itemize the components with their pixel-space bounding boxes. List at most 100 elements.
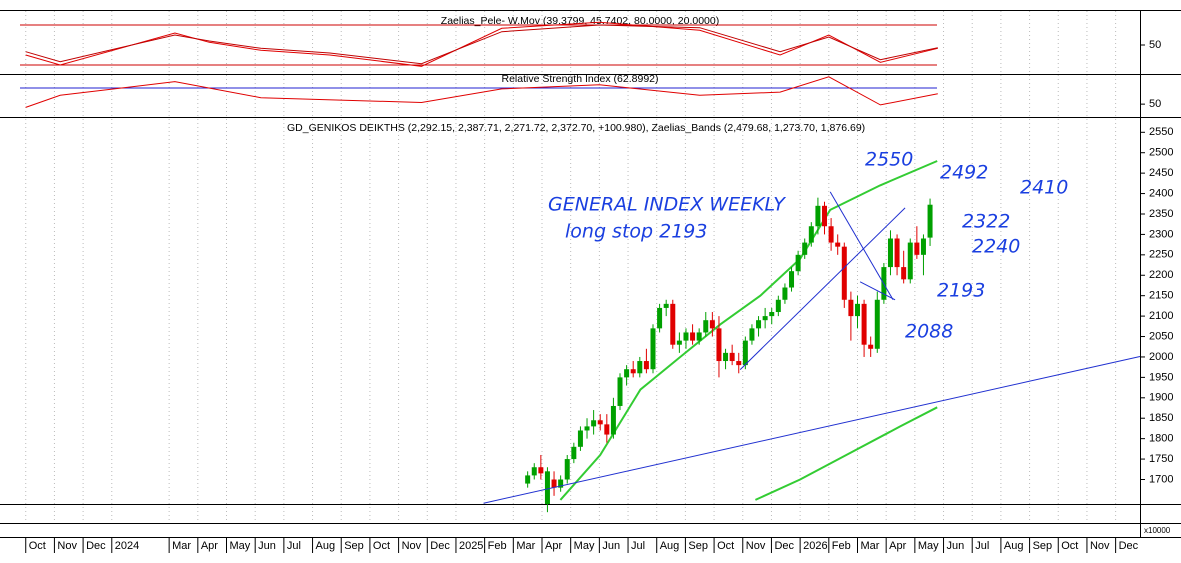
annotation: 2193: [937, 280, 985, 302]
candle-body: [729, 352, 735, 362]
annotation: GENERAL INDEX WEEKLY: [548, 194, 786, 216]
candle-body: [775, 299, 781, 313]
x-tick-label: Sep: [688, 540, 708, 552]
panel-frames: [0, 10, 1181, 538]
x-tick-label: Jul: [631, 540, 645, 552]
candle-body: [901, 267, 907, 280]
candle-body: [670, 303, 676, 345]
x-tick-label: Jun: [947, 540, 965, 552]
x-tick-label: Jun: [602, 540, 620, 552]
candle-body: [736, 361, 742, 366]
candle-body: [617, 377, 623, 406]
candle-body: [690, 332, 696, 341]
x-tick-label: Oct: [29, 540, 46, 552]
candle-body: [841, 246, 847, 300]
x-tick-label: Jul: [287, 540, 301, 552]
candle-body: [544, 471, 550, 504]
panel-title: GD_GENIKOS DEIKTHS (2,292.15, 2,387.71, …: [287, 122, 865, 134]
candle-body: [802, 242, 808, 255]
candle-body: [920, 238, 926, 255]
candle-body: [749, 328, 755, 341]
x-tick-label: Dec: [86, 540, 106, 552]
candle-body: [782, 287, 788, 300]
x-tick-label: Nov: [57, 540, 77, 552]
x-tick-label: May: [574, 540, 595, 552]
trendline: [829, 191, 894, 301]
layer: Oct Nov Dec 2024 Mar Apr May Jun Jul Aug Sep Oct Nov…: [20, 11, 1173, 553]
candle-body: [683, 332, 689, 341]
annotation: 2410: [1020, 177, 1068, 199]
y-tick-label: 2400: [1149, 187, 1173, 199]
candle-body: [769, 312, 775, 317]
annotation: 2088: [905, 321, 953, 343]
candle-body: [637, 361, 643, 374]
candle-body: [914, 242, 920, 255]
y-tick-label: 1800: [1149, 433, 1173, 445]
candle-body: [756, 320, 762, 329]
candle-body: [835, 242, 841, 247]
x-tick-label: Nov: [402, 540, 422, 552]
x-tick-label: May: [230, 540, 251, 552]
candle-body: [551, 479, 557, 488]
x-tick-label: Feb: [488, 540, 507, 552]
x-tick-label: Oct: [1061, 540, 1078, 552]
y-tick-label: 50: [1149, 39, 1161, 51]
candle-body: [624, 369, 630, 378]
x-tick-label: May: [918, 540, 939, 552]
x-tick-label: Dec: [1119, 540, 1139, 552]
candle-body: [887, 238, 893, 268]
annotation: 2550: [865, 149, 913, 171]
candle-body: [584, 426, 590, 431]
x-tick-label: Mar: [860, 540, 879, 552]
candle-body: [663, 303, 669, 308]
x-tick-label: Dec: [430, 540, 450, 552]
y-tick-label: 2150: [1149, 290, 1173, 302]
candle-body: [874, 299, 880, 349]
x-tick-label: Dec: [774, 540, 794, 552]
candle-body: [650, 328, 656, 370]
candle-body: [907, 242, 913, 280]
candle-body: [927, 204, 933, 238]
candle-body: [531, 467, 537, 476]
candle-body: [591, 420, 597, 427]
candle-body: [643, 361, 649, 370]
x-tick-label: Sep: [1033, 540, 1053, 552]
candle-body: [894, 238, 900, 268]
candle-body: [828, 226, 834, 243]
candle-body: [703, 320, 709, 333]
candle-body: [696, 332, 702, 341]
band-line: [754, 406, 938, 501]
candle-body: [854, 303, 860, 317]
x-tick-label: Mar: [516, 540, 535, 552]
x-tick-label: 2026: [803, 540, 827, 552]
candle-body: [604, 424, 610, 435]
candle-body: [610, 405, 616, 435]
candle-body: [822, 205, 828, 227]
candle-body: [848, 299, 854, 317]
y-tick-label: 2450: [1149, 167, 1173, 179]
y-tick-label: 2050: [1149, 330, 1173, 342]
candle-body: [709, 320, 715, 329]
y-tick-label: 50: [1149, 98, 1161, 110]
candle-body: [577, 430, 583, 447]
y-tick-label: 2000: [1149, 351, 1173, 363]
trendline: [739, 207, 906, 370]
panel-title: Relative Strength Index (62.8992): [501, 73, 658, 85]
candle-body: [597, 420, 603, 425]
x-tick-label: 2024: [115, 540, 139, 552]
y-tick-label: 1900: [1149, 392, 1173, 404]
annotation: 2240: [972, 236, 1020, 258]
y-tick-label: 2250: [1149, 249, 1173, 261]
candle-body: [723, 352, 729, 362]
x-tick-label: Jul: [975, 540, 989, 552]
candle-body: [742, 340, 748, 366]
candle-body: [762, 316, 768, 321]
y-tick-label: 2350: [1149, 208, 1173, 220]
x-tick-label: Apr: [889, 540, 906, 552]
y-tick-label: 1750: [1149, 453, 1173, 465]
band-line: [559, 160, 938, 501]
annotation: 2492: [940, 162, 988, 184]
annotation: long stop 2193: [565, 221, 707, 243]
